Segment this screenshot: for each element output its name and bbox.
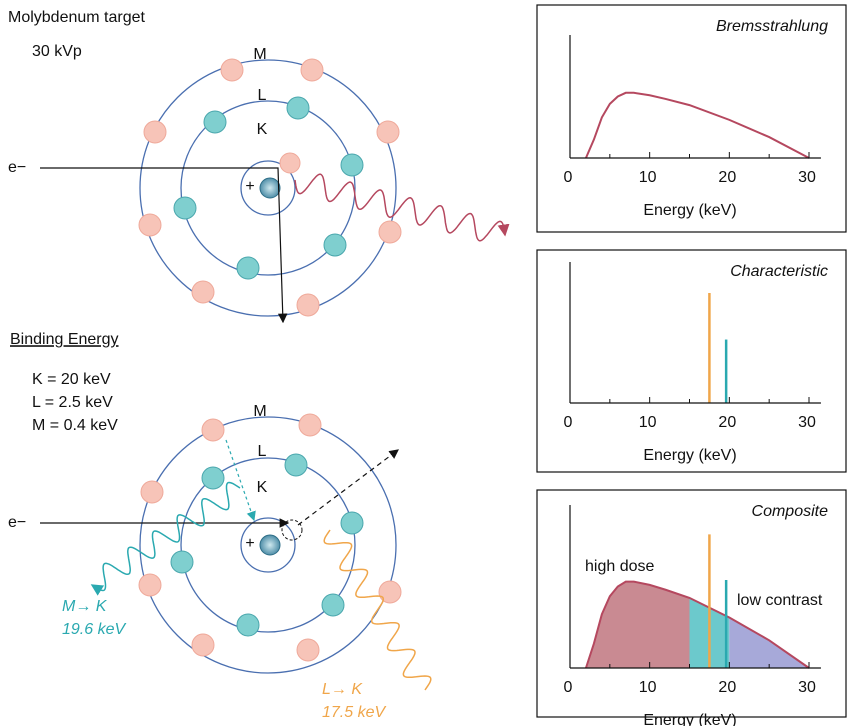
shell-label: K <box>257 121 268 138</box>
x-tick-label: 10 <box>639 679 657 696</box>
shell-label: M <box>253 403 266 420</box>
panel-frame <box>536 489 847 718</box>
label: 30 kVp <box>32 43 82 60</box>
x-axis-label: Energy (keV) <box>643 712 736 726</box>
x-tick-label: 10 <box>639 414 657 431</box>
label: Molybdenum target <box>8 9 146 26</box>
x-tick-label: 20 <box>718 679 736 696</box>
annotation: low contrast <box>737 592 823 609</box>
label: 17.5 keV <box>322 704 386 721</box>
curve <box>585 91 810 159</box>
label: M = 0.4 keV <box>32 417 118 434</box>
x-tick-label: 30 <box>798 169 816 186</box>
x-tick-label: 0 <box>564 679 573 696</box>
label: e− <box>8 159 26 176</box>
label: M→ K <box>62 598 108 615</box>
x-tick-label: 0 <box>564 414 573 431</box>
label: 19.6 keV <box>62 621 126 638</box>
label: + <box>245 178 254 195</box>
x-tick-label: 20 <box>718 169 736 186</box>
label: L→ K <box>322 681 363 698</box>
atom-bottom: M L K e− + M→ K 19.6 keV L→ K 17.5 keV <box>8 403 432 721</box>
shell-label: K <box>257 479 268 496</box>
x-axis-label: Energy (keV) <box>643 202 736 219</box>
x-tick-label: 0 <box>564 169 573 186</box>
chart-title: Composite <box>752 503 829 520</box>
chart-title: Bremsstrahlung <box>716 18 828 35</box>
x-tick-label: 30 <box>798 679 816 696</box>
x-axis-label: Energy (keV) <box>643 447 736 464</box>
curve <box>584 580 810 669</box>
panel-frame <box>536 4 847 233</box>
x-tick-label: 10 <box>639 169 657 186</box>
x-tick-label: 30 <box>798 414 816 431</box>
label: e− <box>8 514 26 531</box>
region <box>585 581 690 668</box>
shell-label: M <box>253 46 266 63</box>
x-tick-label: 20 <box>718 414 736 431</box>
atom-top: Molybdenum target 30 kVp M L K e− + <box>8 9 510 324</box>
panel-frame <box>536 249 847 473</box>
label: + <box>245 535 254 552</box>
shell-label: L <box>258 87 267 104</box>
region <box>729 617 809 668</box>
label: Binding Energy <box>10 331 119 348</box>
label: L = 2.5 keV <box>32 394 113 411</box>
chart-title: Characteristic <box>730 263 828 280</box>
label: K = 20 keV <box>32 371 111 388</box>
shell-label: L <box>258 443 267 460</box>
annotation: high dose <box>585 558 654 575</box>
